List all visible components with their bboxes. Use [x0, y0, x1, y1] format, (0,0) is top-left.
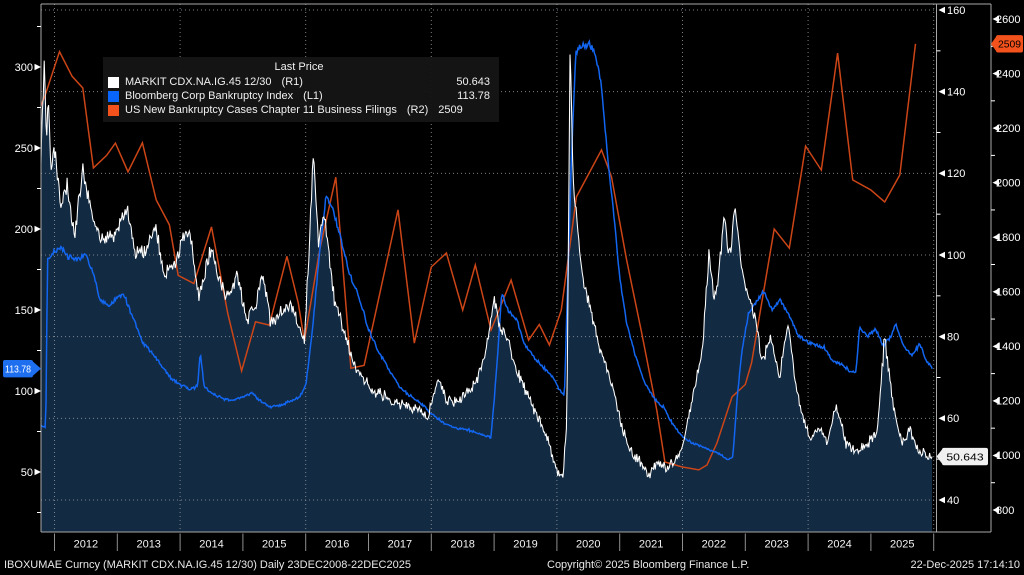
legend-item-value: 50.643: [456, 76, 490, 88]
bankruptcy-index-swatch-icon: [108, 90, 119, 102]
R1-tick-label: 80: [947, 331, 959, 343]
legend-item-label: MARKIT CDX.NA.IG.45 12/30: [125, 76, 272, 88]
L1-tick-label: 200: [15, 224, 33, 236]
svg-text:2509: 2509: [998, 39, 1021, 51]
year-label: 2012: [74, 539, 98, 551]
axes: 50 100 150 200 250 300 40 60 80 100 120 140 160 800 10…: [15, 3, 1020, 551]
R2-tick-label: 2600: [996, 14, 1020, 26]
R1-tick-icon: [938, 251, 945, 259]
security-description: IBOXUMAE Curncy (MARKIT CDX.NA.IG.45 12/…: [4, 559, 411, 571]
legend-item-axis: (R1): [281, 76, 303, 88]
legend-item-value: 2509: [438, 104, 463, 116]
R1-tick-label: 140: [947, 86, 965, 98]
R1-tick-icon: [938, 6, 945, 14]
R1-tick-label: 160: [947, 5, 965, 17]
L1-tick-label: 250: [15, 143, 33, 155]
L1-tick-icon: [34, 225, 41, 233]
last-price-marker-bankruptcy-index: 113.78: [3, 359, 41, 378]
markit-cdx-line: [41, 54, 933, 479]
L1-tick-icon: [34, 63, 41, 71]
R2-tick-label: 1600: [996, 287, 1020, 299]
area-fill-layer: [41, 54, 933, 532]
year-label: 2013: [136, 539, 160, 551]
L1-tick-icon: [34, 306, 41, 314]
L1-tick-label: 100: [15, 386, 33, 398]
R2-tick-icon: [992, 343, 999, 350]
R2-tick-icon: [992, 288, 999, 295]
R2-tick-icon: [992, 452, 999, 459]
legend-item-markit-cdx[interactable]: MARKIT CDX.NA.IG.45 12/30 (R1) 50.643: [108, 75, 490, 89]
copyright-notice: Copyright© 2025 Bloomberg Finance L.P.: [547, 559, 750, 571]
legend-item-label: Bloomberg Corp Bankruptcy Index: [125, 90, 294, 102]
bankruptcy-index-line: [41, 38, 933, 461]
year-label: 2025: [890, 539, 914, 551]
price-markers: 113.78 50.643 2509: [3, 35, 1023, 466]
R1-tick-icon: [938, 333, 945, 340]
L1-tick-label: 150: [15, 305, 33, 317]
year-label: 2016: [325, 539, 349, 551]
svg-text:50.643: 50.643: [946, 451, 983, 463]
L1-tick-icon: [34, 468, 41, 476]
R1-tick-icon: [938, 415, 945, 422]
R1-tick-label: 60: [947, 413, 959, 425]
R2-tick-label: 800: [996, 505, 1014, 517]
timestamp: 22-Dec-2025 17:14:10: [910, 559, 1020, 571]
year-label: 2023: [764, 539, 788, 551]
year-label: 2019: [513, 539, 537, 551]
last-price-marker-markit-cdx: 50.643: [936, 447, 988, 466]
R2-tick-label: 1200: [996, 396, 1020, 408]
R1-tick-icon: [938, 170, 945, 177]
legend-item-bankruptcy-index[interactable]: Bloomberg Corp Bankruptcy Index (L1) 113…: [108, 89, 490, 103]
R1-tick-label: 100: [947, 250, 965, 262]
R2-tick-label: 1000: [996, 450, 1020, 462]
legend-item-value: 113.78: [457, 90, 490, 102]
R2-tick-label: 1400: [996, 341, 1020, 353]
chapter11-filings-line: [41, 43, 917, 471]
status-bar: IBOXUMAE Curncy (MARKIT CDX.NA.IG.45 12/…: [0, 556, 1024, 575]
year-label: 2015: [262, 539, 286, 551]
legend-item-axis: (R2): [406, 104, 429, 116]
year-label: 2018: [450, 539, 474, 551]
year-label: 2022: [702, 539, 726, 551]
R2-tick-icon: [992, 70, 999, 77]
R2-tick-icon: [992, 124, 999, 132]
R2-tick-icon: [992, 234, 999, 241]
year-label: 2024: [827, 539, 851, 551]
markit-cdx-area-fill: [41, 54, 933, 532]
last-price-marker-chapter11-filings: 2509: [991, 35, 1023, 53]
R2-tick-icon: [992, 15, 999, 23]
year-label: 2014: [199, 539, 223, 551]
R1-tick-label: 40: [947, 495, 959, 507]
legend-item-label: US New Bankruptcy Cases Chapter 11 Busin…: [125, 104, 397, 116]
R1-tick-label: 120: [947, 168, 965, 180]
svg-text:113.78: 113.78: [5, 363, 31, 375]
R2-tick-icon: [992, 179, 999, 186]
legend-item-axis: (L1): [303, 90, 323, 102]
year-label: 2020: [576, 539, 600, 551]
year-label: 2021: [639, 539, 663, 551]
markit-cdx-swatch-icon: [108, 76, 119, 88]
chart-legend: Last Price MARKIT CDX.NA.IG.45 12/30 (R1…: [103, 57, 499, 122]
series-layer: [41, 38, 933, 479]
L1-tick-label: 300: [15, 62, 33, 74]
L1-tick-icon: [34, 387, 41, 395]
R2-tick-label: 1800: [996, 232, 1020, 244]
R1-tick-icon: [938, 88, 945, 95]
R1-tick-icon: [938, 496, 945, 504]
legend-item-chapter11-filings[interactable]: US New Bankruptcy Cases Chapter 11 Busin…: [108, 103, 490, 117]
L1-tick-label: 50: [21, 467, 33, 479]
R2-tick-label: 2400: [996, 68, 1020, 80]
R2-tick-label: 2200: [996, 123, 1020, 135]
R2-tick-icon: [992, 506, 999, 514]
legend-title: Last Price: [274, 61, 324, 73]
chapter11-filings-swatch-icon: [108, 104, 119, 116]
R2-tick-label: 2000: [996, 177, 1020, 189]
R2-tick-icon: [992, 397, 999, 405]
year-label: 2017: [388, 539, 412, 551]
L1-tick-icon: [34, 144, 41, 152]
